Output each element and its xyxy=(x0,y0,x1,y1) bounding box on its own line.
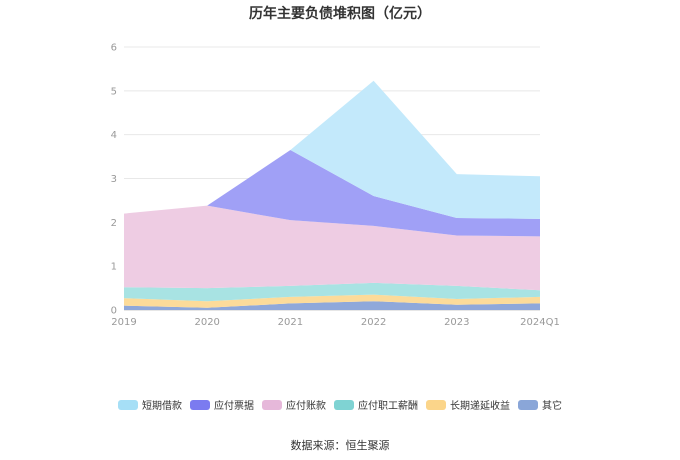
area-series xyxy=(124,205,540,291)
x-tick-label: 2021 xyxy=(278,317,303,328)
legend-label: 应付票据 xyxy=(214,401,254,412)
x-tick-label: 2024Q1 xyxy=(520,317,560,328)
x-tick-label: 2023 xyxy=(444,317,469,328)
y-tick-label: 3 xyxy=(111,174,117,185)
legend-item[interactable]: 应付账款 xyxy=(262,397,326,412)
legend-item[interactable]: 其它 xyxy=(518,397,562,412)
area-series xyxy=(124,80,540,219)
legend-label: 应付职工薪酬 xyxy=(358,401,418,412)
axis-layer: 0 1 2 3 4 5 6 2019 2020 2021 2022 2023 2024Q1 xyxy=(111,43,560,329)
legend-label: 其它 xyxy=(542,401,562,412)
x-tick-label: 2022 xyxy=(361,317,386,328)
legend-item[interactable]: 应付职工薪酬 xyxy=(334,397,418,412)
legend-label: 短期借款 xyxy=(142,401,182,412)
y-tick-label: 0 xyxy=(111,306,117,317)
legend-swatch xyxy=(190,399,210,410)
y-tick-label: 5 xyxy=(111,86,117,97)
chart-plot: 0 1 2 3 4 5 6 2019 2020 2021 2022 2023 2024Q1 xyxy=(111,43,560,329)
legend-item[interactable]: 应付票据 xyxy=(190,397,254,412)
legend-swatch xyxy=(334,399,354,410)
area-layer xyxy=(124,80,540,310)
legend-item[interactable]: 短期借款 xyxy=(118,397,182,412)
area-series xyxy=(124,301,540,310)
legend-swatch xyxy=(262,399,282,410)
y-tick-label: 6 xyxy=(111,43,117,54)
legend: 短期借款 应付票据 应付账款 应付职工薪酬 长期递延收益 其它 xyxy=(0,397,680,412)
y-tick-label: 1 xyxy=(111,262,117,273)
legend-label: 应付账款 xyxy=(286,401,326,412)
chart-title: 历年主要负债堆积图（亿元） xyxy=(249,6,431,22)
legend-swatch xyxy=(426,399,446,410)
area-series xyxy=(124,150,540,237)
y-tick-label: 4 xyxy=(111,130,117,141)
legend-item[interactable]: 长期递延收益 xyxy=(426,397,510,412)
legend-label: 长期递延收益 xyxy=(450,401,510,412)
y-tick-label: 2 xyxy=(111,218,117,229)
area-series xyxy=(124,282,540,302)
legend-swatch xyxy=(518,399,538,410)
x-tick-label: 2019 xyxy=(111,317,136,328)
source-note: 数据来源：恒生聚源 xyxy=(290,439,390,452)
area-series xyxy=(124,294,540,308)
x-tick-label: 2020 xyxy=(194,317,219,328)
legend-swatch xyxy=(118,399,138,410)
